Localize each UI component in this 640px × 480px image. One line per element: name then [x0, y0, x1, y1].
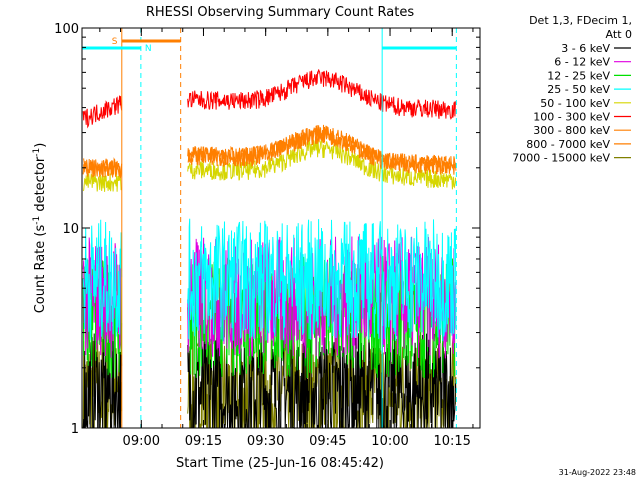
x-tick-label-3: 09:45 — [309, 434, 346, 449]
y-tick-label-2: 100 — [54, 22, 79, 37]
x-tick-label-0: 09:00 — [123, 434, 160, 449]
series-line-7 — [82, 125, 457, 178]
y-tick-label-0: 1 — [71, 422, 79, 437]
legend-label-2: 12 - 25 keV — [547, 69, 610, 82]
series-line-4 — [82, 139, 457, 192]
legend-header-line1: Det 1,3, FDecim 1, — [529, 14, 632, 27]
legend-header-line2: Att 0 — [606, 28, 632, 41]
y-tick-label-1: 10 — [62, 222, 79, 237]
footer-date: 31-Aug-2022 23:48 — [559, 468, 636, 477]
series-line-3 — [82, 218, 457, 342]
x-axis-label: Start Time (25-Jun-16 08:45:42) — [176, 456, 384, 471]
legend-label-1: 6 - 12 keV — [554, 56, 610, 69]
x-tick-label-1: 09:15 — [185, 434, 222, 449]
legend-label-4: 50 - 100 keV — [540, 97, 610, 110]
chart-title: RHESSI Observing Summary Count Rates — [146, 5, 415, 20]
x-tick-label-4: 10:00 — [371, 434, 408, 449]
series-line-0 — [82, 331, 457, 430]
flag-label-n: N — [145, 44, 152, 54]
flag-lines: SN — [82, 28, 457, 428]
legend-label-7: 800 - 7000 keV — [526, 138, 610, 151]
legend-label-3: 25 - 50 keV — [547, 83, 610, 96]
series-line-5 — [82, 69, 457, 129]
x-tick-label-5: 10:15 — [433, 434, 470, 449]
flag-label-s: S — [112, 37, 118, 47]
series-layer — [82, 69, 457, 430]
y-axis-label: Count Rate (s-1 detector-1) — [32, 143, 48, 314]
legend-label-0: 3 - 6 keV — [561, 42, 610, 55]
legend-label-5: 100 - 300 keV — [533, 111, 610, 124]
x-tick-label-2: 09:30 — [247, 434, 284, 449]
axis-ticks: 09:00 09:15 09:30 09:45 10:00 10:15 1 10 100 — [54, 22, 480, 449]
legend-label-6: 300 - 800 keV — [533, 124, 610, 137]
legend-label-8: 7000 - 15000 keV — [512, 152, 610, 165]
